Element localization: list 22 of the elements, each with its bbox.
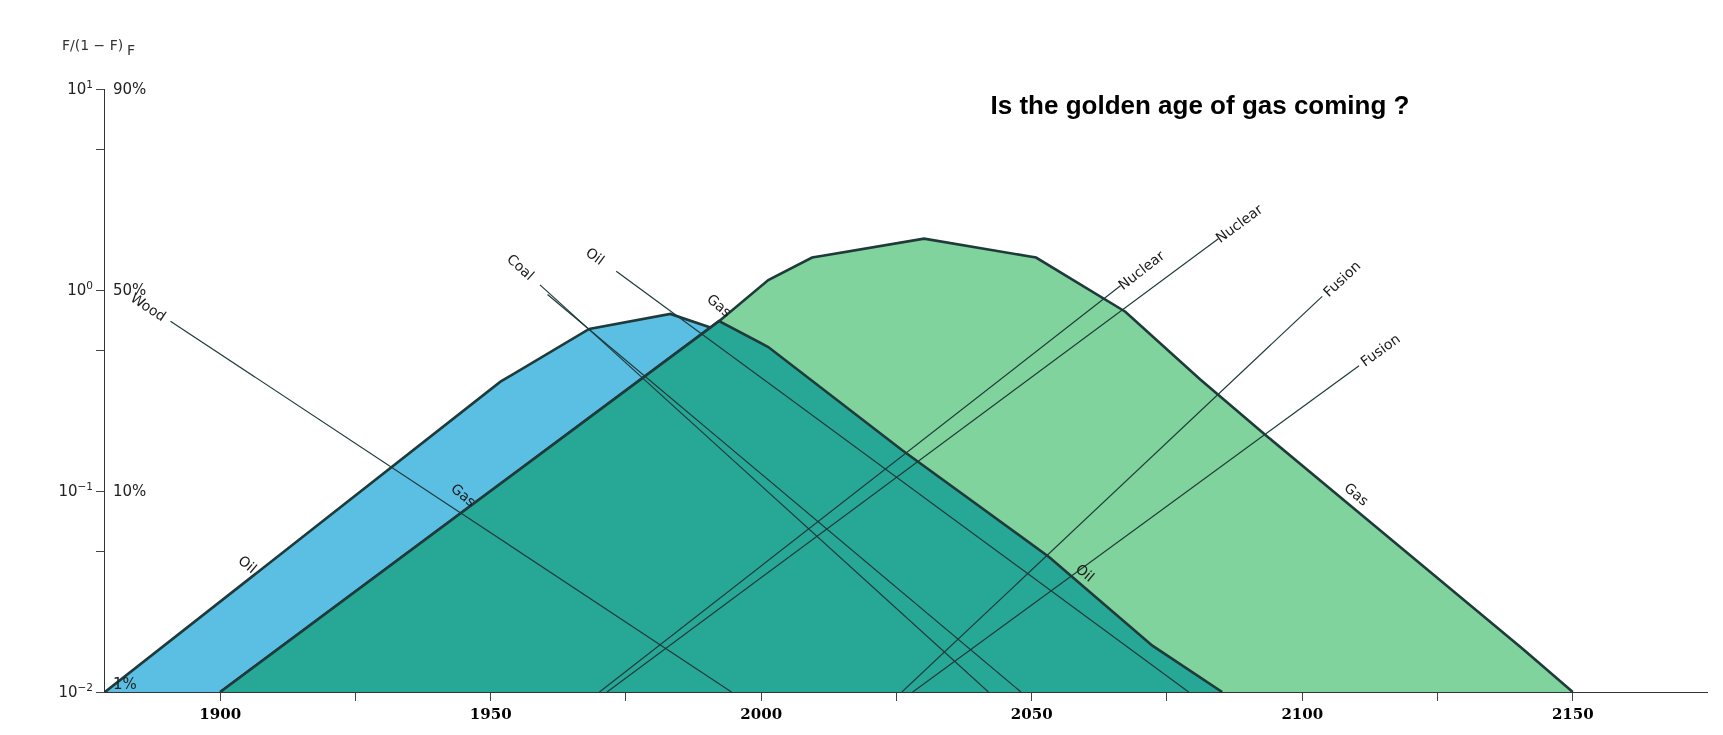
annotation: 10% (113, 482, 147, 500)
x-tick-label: 1900 (199, 705, 242, 723)
x-tick-label: 2100 (1281, 705, 1324, 723)
y-tick-label: 10$^{1}$ (67, 77, 93, 99)
annotation: 90% (113, 80, 147, 98)
y-tick-label: 10$^{0}$ (67, 278, 93, 300)
annotation: 1% (113, 675, 137, 693)
x-tick-label: 1950 (469, 705, 512, 723)
y-tick-label: 10$^{−1}$ (58, 479, 93, 501)
annotation: Oil (235, 552, 260, 577)
annotation: Gas (704, 290, 735, 320)
annotation: Gas (1341, 479, 1373, 509)
text: Oil (582, 244, 608, 269)
x-tick-label: 2050 (1010, 705, 1053, 723)
annotation: Oil (1072, 560, 1098, 585)
y-tick-label: 10$^{−2}$ (58, 680, 93, 702)
annotation: Gas (448, 480, 479, 510)
x-tick-label: 2150 (1551, 705, 1594, 723)
y-axis-title: F/(1 − F) (62, 37, 124, 53)
x-tick-label: 2000 (740, 705, 783, 723)
chart-title: Is the golden age of gas coming ? (990, 90, 1410, 121)
text: F (127, 42, 136, 58)
